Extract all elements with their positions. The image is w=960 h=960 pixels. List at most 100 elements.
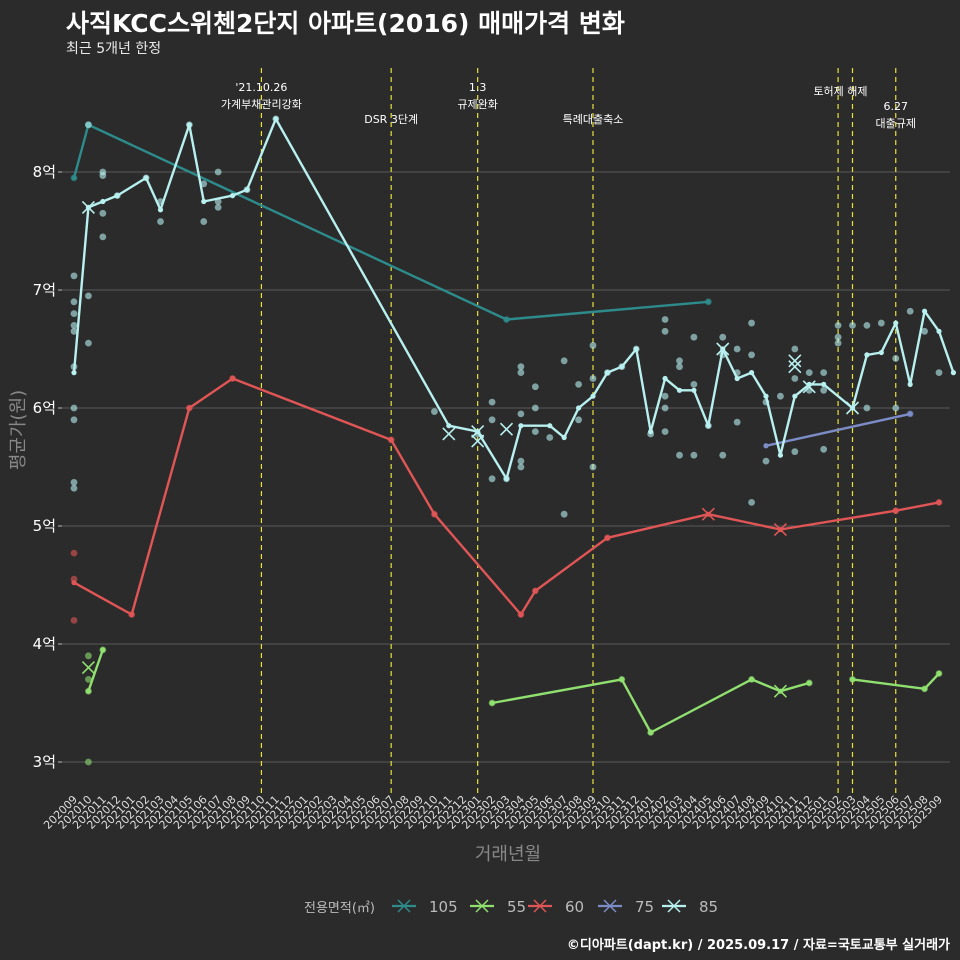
series-60 [70,375,943,624]
line-point [446,423,452,429]
line-point [936,328,942,334]
chart-caption: ©디아파트(dapt.kr) / 2025.09.17 / 자료=국토교통부 실… [566,938,950,953]
data-point [690,333,698,341]
legend-title: 전용면적(㎡) [304,901,375,916]
data-point [733,345,741,353]
line-point [518,611,524,618]
series-55 [81,646,943,766]
series-line [72,123,709,321]
cross-marker [788,360,802,374]
data-point [99,209,107,217]
data-point [762,457,770,465]
line-point [777,452,784,458]
data-point [661,316,669,323]
line-point [532,588,538,594]
data-point [892,355,900,362]
line-point [604,535,611,541]
data-point [777,392,784,400]
line-point [71,370,77,376]
series-line [765,412,911,447]
data-point [531,428,539,435]
event-label: 가계부채관리강화 [221,98,302,111]
line-point [633,346,639,352]
series-line [491,678,810,734]
event-label: '21.10.26 [235,81,287,94]
data-point [70,478,78,486]
data-point [70,322,78,329]
cross-marker [701,507,715,521]
legend-label: 105 [429,898,458,916]
line-point [907,411,913,417]
line-point [619,364,625,370]
line-point [489,700,495,706]
series-75 [763,410,914,449]
data-point [488,475,496,483]
legend-swatch-cross [533,899,547,913]
data-point [517,410,525,418]
line-point [619,676,625,683]
data-point [935,369,943,376]
line-point [186,405,192,411]
line-point [143,175,149,181]
data-point [589,463,597,471]
data-point [214,204,222,211]
data-point [488,398,496,406]
data-point [661,327,669,335]
line-point [590,393,596,399]
cross-marker [471,425,485,439]
line-point [229,375,236,382]
line-point [518,423,524,429]
data-point [200,180,208,188]
data-point [748,319,755,327]
x-axis-title: 거래년월 [475,844,541,865]
data-point [85,121,92,129]
data-point [546,434,554,441]
cross-marker [499,422,514,436]
cross-marker [81,200,95,214]
line-point [864,352,870,358]
event-label: 규제완화 [457,98,497,111]
line-point [878,349,884,356]
data-point [85,292,92,300]
data-point [85,652,92,660]
line-point [705,299,711,305]
data-point [661,404,669,412]
y-tick-label: 4억 [33,635,56,653]
data-point [805,369,813,376]
y-tick-label: 7억 [33,281,56,299]
line-point [763,393,769,399]
cross-marker [773,522,787,537]
line-point [604,370,611,376]
data-point [661,392,669,400]
data-point [748,351,755,359]
data-point [589,375,597,382]
line-point [388,437,394,443]
data-point [791,345,799,353]
y-tick-label: 8억 [33,163,56,181]
line-point [806,680,812,686]
data-point [791,375,799,382]
line-point [748,370,755,376]
legend: 전용면적(㎡) 105 55 60 75 85 [304,898,718,916]
line-point [561,434,567,441]
line-point [503,316,510,323]
series-line [72,117,955,480]
line-point [893,320,899,326]
line-point [648,429,654,435]
cross-marker [442,427,456,441]
line-point [950,370,957,376]
line-point [85,688,92,694]
data-point [589,342,597,349]
line-point [662,375,668,382]
data-point [70,298,78,306]
data-point [99,172,107,179]
line-point [547,423,553,429]
cross-marker [81,661,95,675]
line-point [71,175,77,181]
line-point [201,198,207,205]
line-point [129,611,135,618]
line-point [186,122,192,128]
data-point [877,319,885,327]
